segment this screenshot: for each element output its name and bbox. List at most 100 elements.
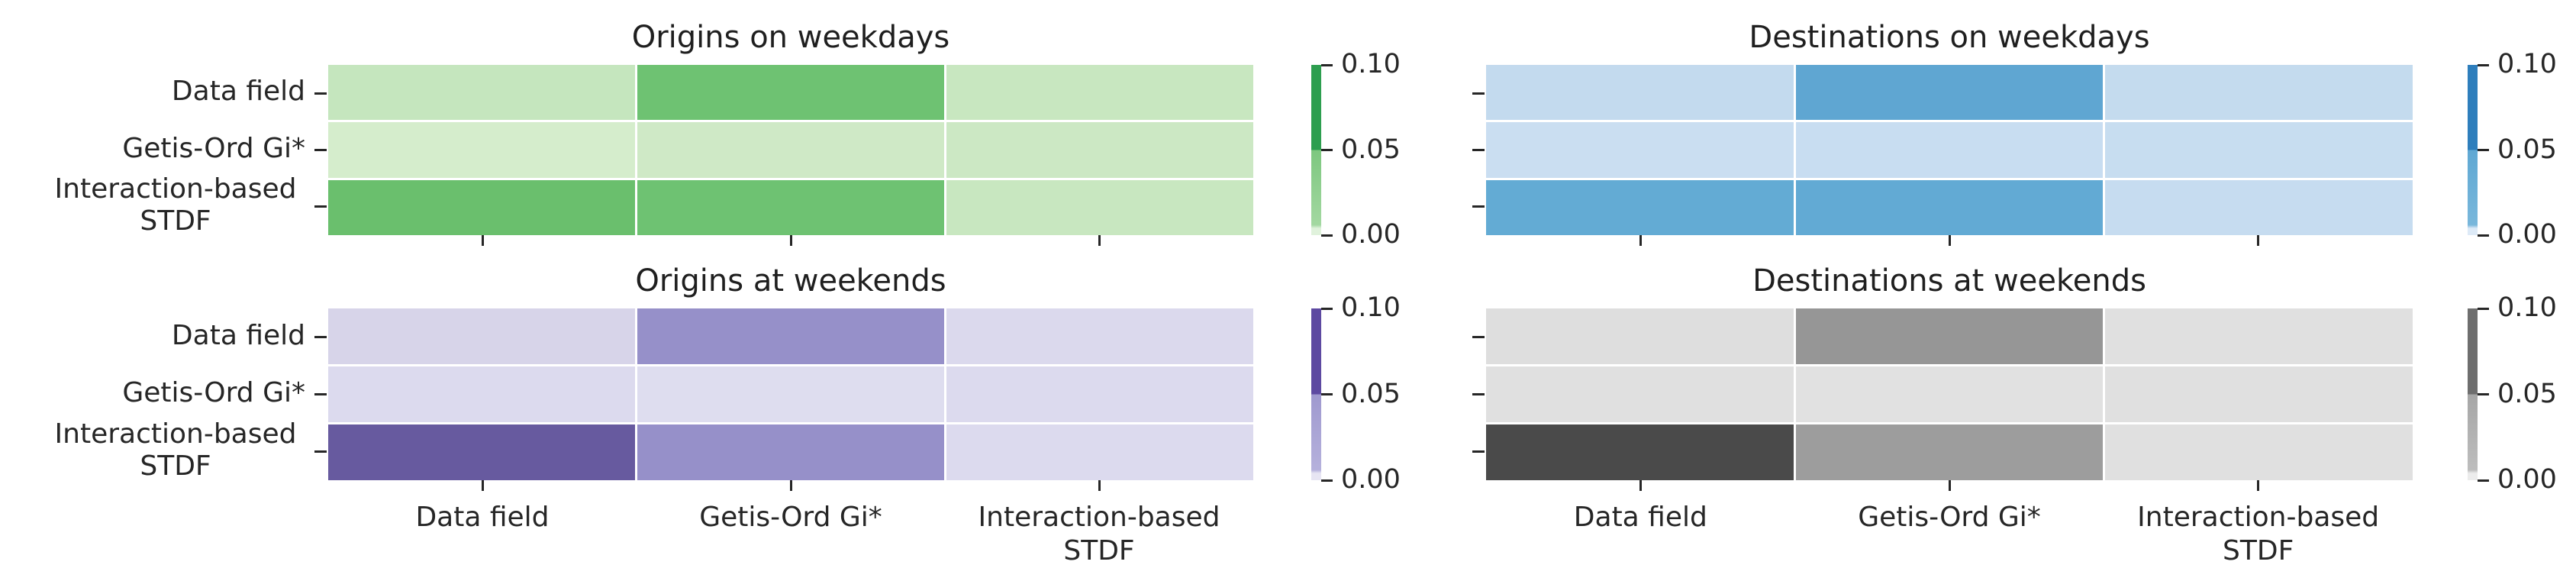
x-tick-mark [1098,480,1101,491]
y-tick-mark [1472,205,1485,208]
x-tick-mark [1948,480,1951,491]
plot-title: Destinations at weekends [1752,263,2146,299]
heatmap-cell [2105,366,2413,422]
colorbar-tick-label: 0.05 [1341,134,1401,165]
heatmap-cell [328,366,635,422]
x-tick-label: Getis-Ord Gi* [699,502,882,533]
heatmap-cell [1795,308,2104,364]
heatmap-cell [946,122,1253,178]
heatmap-cell [2105,65,2413,121]
x-tick-mark [1948,235,1951,246]
y-tick-mark [1472,450,1485,453]
colorbar-tick-label: 0.00 [2497,219,2557,250]
colorbar-tick-mark [2478,149,2489,151]
colorbar-tick-label: 0.00 [2497,464,2557,495]
x-tick-label: Interaction-based STDF [978,502,1220,566]
heatmap-cell [1486,179,1794,235]
colorbar-tick-label: 0.00 [1341,219,1401,250]
y-tick-mark [1472,336,1485,338]
heatmap-cell [328,424,635,480]
plot-title: Destinations on weekdays [1749,20,2150,55]
y-tick-mark [1472,92,1485,95]
x-tick-mark [481,480,484,491]
colorbar [2468,65,2478,235]
y-tick-mark [314,92,327,95]
colorbar-tick-mark [1321,307,1333,310]
heatmap-cell [1795,366,2104,422]
x-tick-label: Interaction-based STDF [2137,502,2380,566]
heatmap-cell [2105,308,2413,364]
heatmap-cell [1486,308,1794,364]
heatmap-cell [2105,179,2413,235]
x-tick-mark [789,235,792,246]
colorbar-tick-mark [2478,234,2489,237]
x-tick-mark [1098,235,1101,246]
heatmap-cell [328,179,635,235]
heatmap [328,308,1253,480]
x-tick-mark [1639,235,1642,246]
y-tick-label: Data field [171,76,305,108]
colorbar-tick-mark [2478,63,2489,66]
colorbar-tick-mark [1321,63,1333,66]
heatmap-cell [1795,65,2104,121]
heatmap-cell [328,308,635,364]
colorbar [2468,308,2478,480]
y-tick-label: Interaction-based STDF [54,418,297,482]
colorbar [1311,65,1321,235]
heatmap-cell [946,65,1253,121]
y-tick-mark [314,393,327,395]
heatmap-cell [637,65,944,121]
colorbar-tick-label: 0.05 [2497,134,2557,165]
y-tick-label: Getis-Ord Gi* [122,376,305,408]
y-tick-mark [1472,393,1485,395]
heatmap-cell [1486,122,1794,178]
x-tick-label: Data field [415,502,550,533]
heatmap-cell [2105,122,2413,178]
colorbar [1311,308,1321,480]
heatmap-cell [637,308,944,364]
plot-title: Origins on weekdays [631,20,950,55]
heatmap-cell [637,366,944,422]
heatmap-cell [1486,65,1794,121]
heatmap-cell [328,122,635,178]
colorbar-tick-label: 0.10 [2497,49,2557,79]
colorbar-tick-mark [2478,393,2489,395]
heatmap-cell [637,179,944,235]
heatmap-cell [946,179,1253,235]
colorbar-tick-label: 0.00 [1341,464,1401,495]
colorbar-tick-mark [1321,393,1333,395]
y-tick-mark [1472,149,1485,151]
colorbar-tick-label: 0.10 [2497,292,2557,323]
x-tick-mark [2257,235,2260,246]
x-tick-label: Data field [1573,502,1707,533]
plot-title: Origins at weekends [635,263,946,299]
heatmap-cell [328,65,635,121]
heatmap-cell [946,366,1253,422]
colorbar-tick-mark [1321,234,1333,237]
heatmap-cell [1795,424,2104,480]
x-tick-mark [789,480,792,491]
y-tick-mark [314,450,327,453]
x-tick-mark [2257,480,2260,491]
y-tick-label: Data field [171,319,305,351]
heatmap-cell [1486,366,1794,422]
heatmap [1486,308,2413,480]
heatmap-cell [1486,424,1794,480]
y-tick-label: Getis-Ord Gi* [122,132,305,164]
x-tick-mark [1639,480,1642,491]
heatmap-cell [1795,122,2104,178]
heatmap-cell [2105,424,2413,480]
heatmap-cell [637,424,944,480]
x-tick-mark [481,235,484,246]
colorbar-tick-mark [1321,149,1333,151]
y-tick-mark [314,205,327,208]
heatmap-cell [637,122,944,178]
y-tick-mark [314,149,327,151]
y-tick-label: Interaction-based STDF [54,173,297,237]
heatmap-cell [946,308,1253,364]
heatmap [328,65,1253,235]
colorbar-tick-mark [2478,307,2489,310]
heatmap [1486,65,2413,235]
colorbar-tick-mark [2478,479,2489,482]
